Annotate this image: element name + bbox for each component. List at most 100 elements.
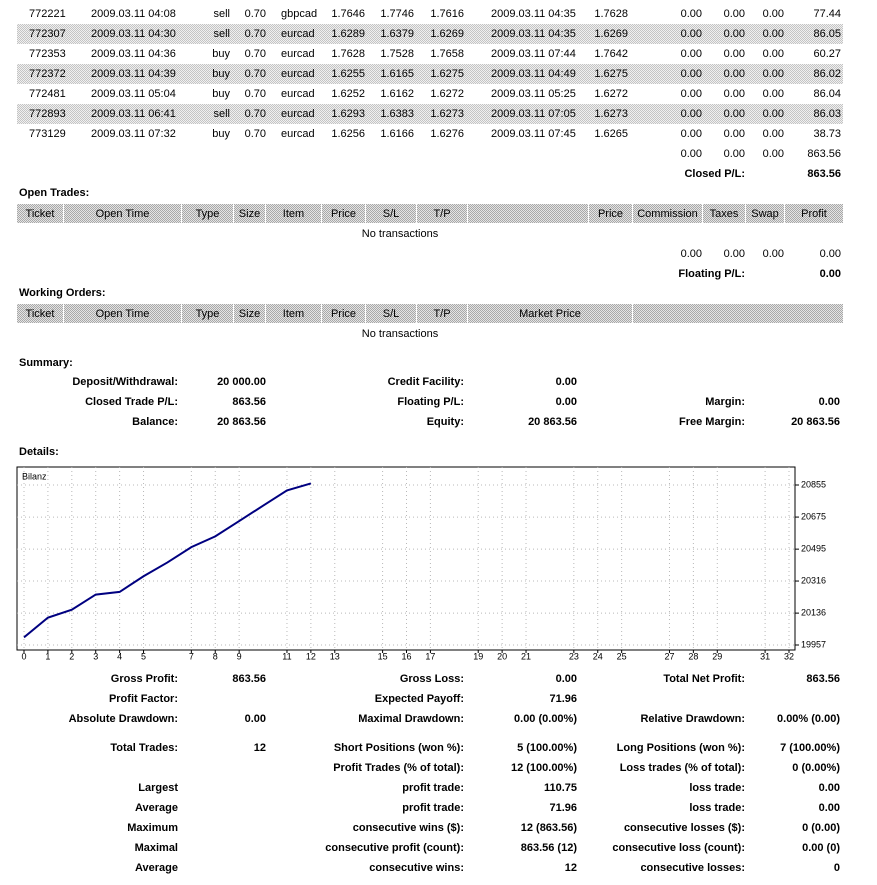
cell: 86.02 [813, 68, 841, 80]
cell: 2009.03.11 04:35 [491, 28, 576, 40]
section-title: Details: [19, 446, 59, 458]
cell: 1.7646 [331, 8, 365, 20]
stat-value: 0.00 (0) [802, 842, 840, 854]
cell: 1.6269 [430, 28, 464, 40]
x-tick-label: 3 [93, 651, 98, 661]
x-tick-label: 0 [21, 651, 26, 661]
stat-value: 0 [834, 862, 840, 874]
header-cell [182, 204, 233, 223]
header-label: Swap [751, 208, 779, 220]
header-label: Market Price [519, 308, 581, 320]
cell: 1.6272 [430, 88, 464, 100]
header-label: Size [239, 308, 260, 320]
chart-frame [16, 466, 796, 651]
cell: 60.27 [813, 48, 841, 60]
cell: 772221 [29, 8, 66, 20]
cell: 0.70 [245, 108, 266, 120]
total: 0.00 [763, 148, 784, 160]
cell: 2009.03.11 07:05 [491, 108, 576, 120]
cell: 2009.03.11 06:41 [91, 108, 176, 120]
stat-label: Gross Loss: [400, 673, 464, 685]
cell: 0.00 [681, 28, 702, 40]
cell: 0.00 [763, 128, 784, 140]
header-label: Open Time [96, 208, 150, 220]
cell: 1.6273 [594, 108, 628, 120]
x-tick-label: 1 [45, 651, 50, 661]
stat-value: 5 (100.00%) [517, 742, 577, 754]
stat-value: 20 000.00 [217, 376, 266, 388]
cell: 0.70 [245, 28, 266, 40]
stat-value: 0.00 [556, 673, 577, 685]
stat-label: Maximal Drawdown: [358, 713, 464, 725]
x-tick-label: 12 [306, 651, 316, 661]
stat-label: consecutive profit (count): [325, 842, 464, 854]
cell: eurcad [281, 48, 315, 60]
stat-value: 0.00 (0.00%) [514, 713, 577, 725]
cell: 0.00 [681, 128, 702, 140]
stat-label: loss trade: [689, 802, 745, 814]
cell: 2009.03.11 04:08 [91, 8, 176, 20]
cell: buy [212, 88, 230, 100]
stat-value: 863.56 [232, 673, 266, 685]
cell: 2009.03.11 07:32 [91, 128, 176, 140]
stat-value: 20 863.56 [791, 416, 840, 428]
stat-label: consecutive wins ($): [353, 822, 464, 834]
stat-value: 0 (0.00%) [792, 762, 840, 774]
cell: buy [212, 68, 230, 80]
stat-label: Maximum [127, 822, 178, 834]
header-label: Item [283, 308, 304, 320]
total: 863.56 [807, 148, 841, 160]
stat-value: 20 863.56 [217, 416, 266, 428]
cell: 1.6255 [331, 68, 365, 80]
cell: 1.6275 [594, 68, 628, 80]
x-tick-label: 8 [213, 651, 218, 661]
stat-label: Total Trades: [110, 742, 178, 754]
cell: gbpcad [281, 8, 317, 20]
header-label: Open Time [96, 308, 150, 320]
header-cell [589, 204, 632, 223]
cell: buy [212, 48, 230, 60]
cell: 0.00 [724, 68, 745, 80]
total: 0.00 [681, 248, 702, 260]
stat-label: Gross Profit: [111, 673, 178, 685]
stat-label: consecutive losses ($): [624, 822, 745, 834]
stat-label: Total Net Profit: [663, 673, 745, 685]
stat-label: Free Margin: [679, 416, 745, 428]
cell: 2009.03.11 05:04 [91, 88, 176, 100]
cell: 77.44 [813, 8, 841, 20]
stat-value: 863.56 [806, 673, 840, 685]
cell: eurcad [281, 68, 315, 80]
stat-label: Average [135, 802, 178, 814]
stat-label: Deposit/Withdrawal: [72, 376, 178, 388]
cell: 772893 [29, 108, 66, 120]
cell: 1.6272 [594, 88, 628, 100]
stat-value: 7 (100.00%) [780, 742, 840, 754]
header-cell [633, 204, 702, 223]
pl-label: Closed P/L: [684, 168, 745, 180]
empty-note: No transactions [362, 228, 439, 240]
cell: 0.70 [245, 88, 266, 100]
cell: 0.00 [724, 128, 745, 140]
header-label: T/P [433, 308, 450, 320]
stat-label: loss trade: [689, 782, 745, 794]
pl-value: 0.00 [820, 268, 841, 280]
stat-label: Balance: [132, 416, 178, 428]
total: 0.00 [763, 248, 784, 260]
stat-label: profit trade: [402, 782, 464, 794]
stat-value: 0.00 [819, 802, 840, 814]
header-label: Price [598, 208, 623, 220]
cell: 86.05 [813, 28, 841, 40]
cell: 2009.03.11 04:35 [491, 8, 576, 20]
section-title: Working Orders: [19, 287, 106, 299]
cell: 1.6289 [331, 28, 365, 40]
cell: buy [212, 128, 230, 140]
cell: 0.70 [245, 8, 266, 20]
header-cell [64, 204, 181, 223]
y-tick-label: 19957 [801, 639, 826, 649]
y-tick-label: 20855 [801, 479, 826, 489]
balance-line [23, 482, 312, 639]
header-cell [633, 304, 843, 323]
x-tick-label: 15 [378, 651, 388, 661]
header-label: Ticket [26, 308, 55, 320]
x-tick-label: 9 [237, 651, 242, 661]
